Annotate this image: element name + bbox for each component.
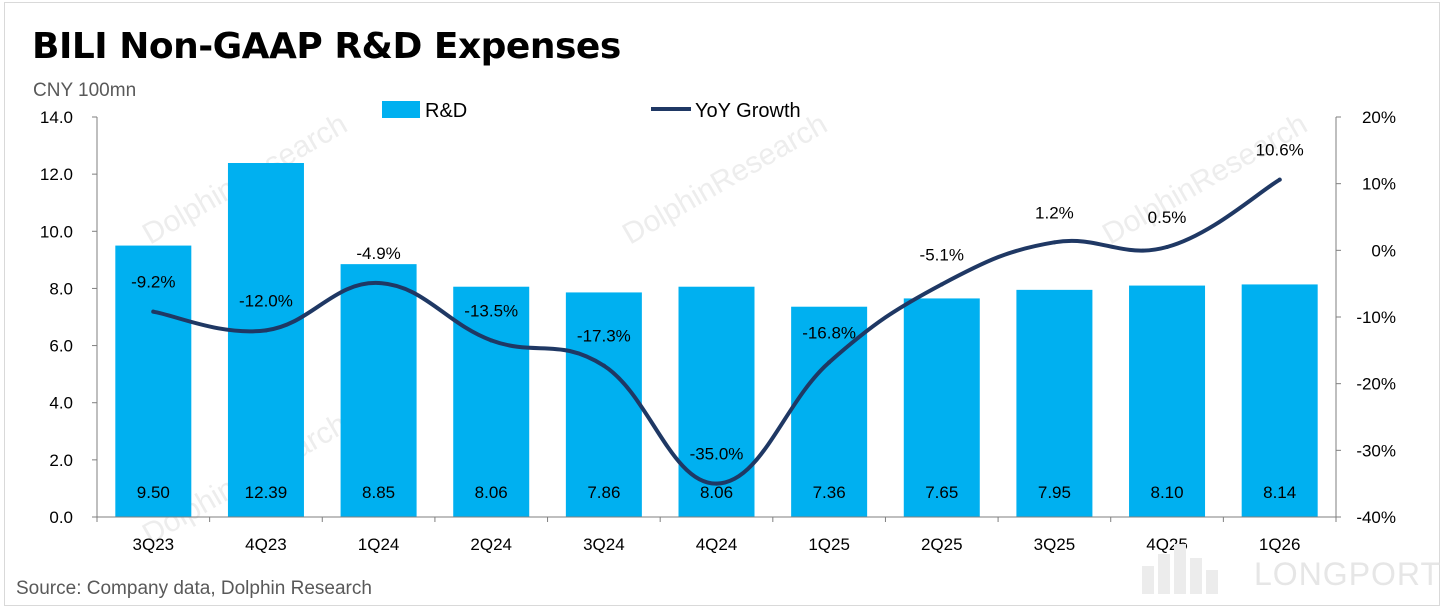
bars-layer — [115, 163, 1318, 518]
yoy-point-3Q23 — [151, 309, 156, 314]
bar-2Q24 — [453, 286, 530, 517]
bar-1Q24 — [340, 264, 417, 517]
yoy-point-4Q25 — [1165, 245, 1170, 249]
x-tick-label-4Q24: 4Q24 — [696, 535, 738, 554]
yoy-value-label-4Q24: -35.0% — [690, 445, 744, 464]
y-right-tick-label: 20% — [1362, 108, 1396, 127]
y-left-tick-label: 12.0 — [40, 165, 73, 184]
labels-layer: 9.50 12.39 8.85 8.06 7.86 8.06 7.36 7.65 7.95 8.1… — [131, 141, 1304, 502]
y-left-tick-label: 6.0 — [49, 337, 73, 356]
unit-label: CNY 100mn — [33, 80, 137, 101]
y-left-tick-label: 8.0 — [49, 279, 73, 298]
bar-value-label-2Q24: 8.06 — [475, 483, 508, 502]
yoy-value-label-2Q24: -13.5% — [464, 301, 518, 320]
x-tick-label-4Q23: 4Q23 — [245, 535, 287, 554]
bar-value-label-3Q25: 7.95 — [1038, 483, 1071, 502]
x-tick-label-3Q24: 3Q24 — [583, 535, 625, 554]
yoy-point-3Q24 — [601, 363, 606, 368]
chart-title: BILI Non-GAAP R&D Expenses — [32, 26, 621, 67]
legend-swatch-rd — [382, 101, 420, 118]
x-tick-label-1Q24: 1Q24 — [358, 535, 400, 554]
bar-4Q25 — [1129, 285, 1206, 517]
y-left-tick-label: 10.0 — [40, 222, 73, 241]
bar-3Q23 — [115, 245, 192, 518]
bar-value-label-4Q24: 8.06 — [700, 483, 733, 502]
legend-label-rd: R&D — [425, 100, 467, 122]
yoy-value-label-4Q25: 0.5% — [1148, 208, 1187, 227]
bar-value-label-1Q24: 8.85 — [362, 483, 395, 502]
longport-logo-icon — [1142, 544, 1218, 594]
bar-3Q24 — [565, 292, 642, 517]
yoy-point-2Q25 — [939, 282, 944, 287]
x-tick-label-2Q25: 2Q25 — [921, 535, 963, 554]
x-tick-label-1Q25: 1Q25 — [808, 535, 850, 554]
y-right-tick-label: 0% — [1371, 241, 1396, 260]
y-right-tick-label: -40% — [1356, 508, 1396, 527]
yoy-point-4Q23 — [263, 328, 268, 333]
y-right-tick-label: -10% — [1356, 308, 1396, 327]
bar-2Q25 — [903, 298, 980, 517]
bar-value-label-3Q24: 7.86 — [587, 483, 620, 502]
yoy-value-label-3Q25: 1.2% — [1035, 203, 1074, 222]
bar-3Q25 — [1016, 289, 1093, 517]
source-note: Source: Company data, Dolphin Research — [16, 578, 372, 599]
legend: R&D YoY Growth — [382, 100, 801, 122]
watermark-text-1: DolphinResearch — [617, 107, 833, 251]
bar-value-label-1Q25: 7.36 — [813, 483, 846, 502]
yoy-point-2Q24 — [489, 338, 494, 343]
bar-1Q26 — [1241, 284, 1318, 517]
yoy-value-label-1Q26: 10.6% — [1256, 141, 1304, 160]
x-tick-label-3Q25: 3Q25 — [1034, 535, 1076, 554]
longport-watermark: LONGPORT — [1142, 542, 1440, 598]
longport-wordmark: LONGPORT — [1254, 556, 1441, 592]
bar-value-label-4Q23: 12.39 — [245, 483, 288, 502]
yoy-value-label-2Q25: -5.1% — [920, 245, 964, 264]
y-right-tick-label: -30% — [1356, 441, 1396, 460]
y-left-tick-label: 14.0 — [40, 108, 73, 127]
yoy-point-1Q25 — [827, 360, 832, 365]
yoy-point-1Q24 — [376, 281, 381, 285]
y-left-tick-label: 2.0 — [49, 451, 73, 470]
bar-value-label-2Q25: 7.65 — [925, 483, 958, 502]
line-layer — [151, 177, 1282, 486]
bar-value-label-1Q26: 8.14 — [1263, 483, 1296, 502]
legend-label-yoy: YoY Growth — [695, 100, 801, 122]
x-tick-label-3Q23: 3Q23 — [133, 535, 175, 554]
yoy-value-label-1Q24: -4.9% — [356, 244, 400, 263]
yoy-value-label-3Q23: -9.2% — [131, 273, 175, 292]
x-tick-label-1Q26: 1Q26 — [1259, 535, 1301, 554]
yoy-point-3Q25 — [1052, 240, 1057, 245]
yoy-point-1Q26 — [1277, 177, 1282, 182]
yoy-value-label-3Q24: -17.3% — [577, 327, 631, 346]
x-tick-label-2Q24: 2Q24 — [470, 535, 512, 554]
y-right-tick-label: -20% — [1356, 375, 1396, 394]
yoy-value-label-1Q25: -16.8% — [802, 323, 856, 342]
bar-4Q24 — [678, 286, 755, 517]
yoy-value-label-4Q23: -12.0% — [239, 291, 293, 310]
y-left-tick-label: 4.0 — [49, 394, 73, 413]
y-right-tick-label: 10% — [1362, 175, 1396, 194]
yoy-point-4Q24 — [714, 481, 719, 486]
bar-value-label-4Q25: 8.10 — [1150, 483, 1183, 502]
bar-4Q23 — [227, 163, 304, 517]
bar-value-label-3Q23: 9.50 — [137, 483, 170, 502]
y-left-tick-label: 0.0 — [49, 508, 73, 527]
axis-layer: 0.0 2.0 4.0 6.0 8.0 10.0 12.0 14.0 -40% -30% -20% -… — [40, 108, 1396, 554]
chart-frame — [4, 2, 1440, 606]
